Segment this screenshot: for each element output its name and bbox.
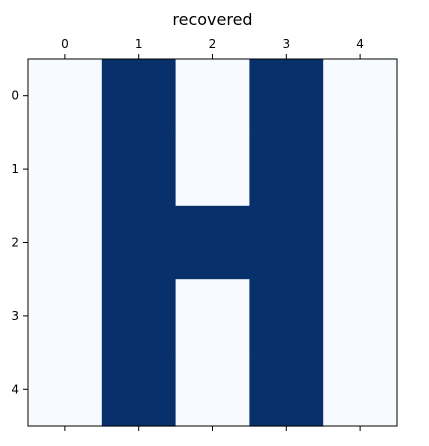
y-tick-label-4: 4 — [11, 382, 19, 396]
y-tick-label-0: 0 — [11, 89, 19, 103]
y-axis-ticks: 0 1 2 3 4 — [11, 89, 28, 396]
heatmap-cell-r0-c4 — [323, 59, 398, 133]
heatmap-cell-r0-c1 — [101, 59, 177, 133]
x-tick-label-0: 0 — [61, 37, 69, 51]
heatmap-cell-r1-c1 — [101, 132, 177, 207]
heatmap-cell-r0-c0 — [28, 59, 103, 133]
heatmap-cells — [28, 59, 398, 427]
x-tick-label-1: 1 — [135, 37, 143, 51]
heatmap-cell-r3-c3 — [249, 279, 324, 354]
heatmap-cell-r2-c0 — [28, 205, 103, 280]
y-tick-label-3: 3 — [11, 309, 19, 323]
heatmap-cell-r4-c4 — [323, 352, 398, 427]
x-axis-ticks: 0 1 2 3 4 — [61, 37, 364, 431]
heatmap-cell-r4-c3 — [249, 352, 324, 427]
heatmap-cell-r3-c2 — [175, 279, 250, 354]
heatmap-cell-r2-c4 — [323, 205, 398, 280]
heatmap-cell-r1-c3 — [249, 132, 324, 207]
heatmap-cell-r0-c2 — [175, 59, 250, 133]
heatmap-cell-r2-c1 — [101, 205, 177, 280]
heatmap-cell-r3-c4 — [323, 279, 398, 354]
heatmap-cell-r2-c2 — [175, 205, 250, 280]
y-tick-label-1: 1 — [11, 162, 19, 176]
heatmap-cell-r2-c3 — [249, 205, 324, 280]
heatmap-cell-r3-c0 — [28, 279, 103, 354]
heatmap-cell-r1-c2 — [175, 132, 250, 207]
heatmap-cell-r0-c3 — [249, 59, 324, 133]
y-tick-label-2: 2 — [11, 236, 19, 250]
heatmap-cell-r4-c2 — [175, 352, 250, 427]
heatmap-cell-r4-c0 — [28, 352, 103, 427]
heatmap-cell-r3-c1 — [101, 279, 177, 354]
heatmap-cell-r1-c0 — [28, 132, 103, 207]
heatmap-cell-r4-c1 — [101, 352, 177, 427]
heatmap-cell-r1-c4 — [323, 132, 398, 207]
x-tick-label-4: 4 — [356, 37, 364, 51]
x-tick-label-3: 3 — [282, 37, 290, 51]
chart-title: recovered — [172, 10, 252, 29]
x-tick-label-2: 2 — [209, 37, 217, 51]
